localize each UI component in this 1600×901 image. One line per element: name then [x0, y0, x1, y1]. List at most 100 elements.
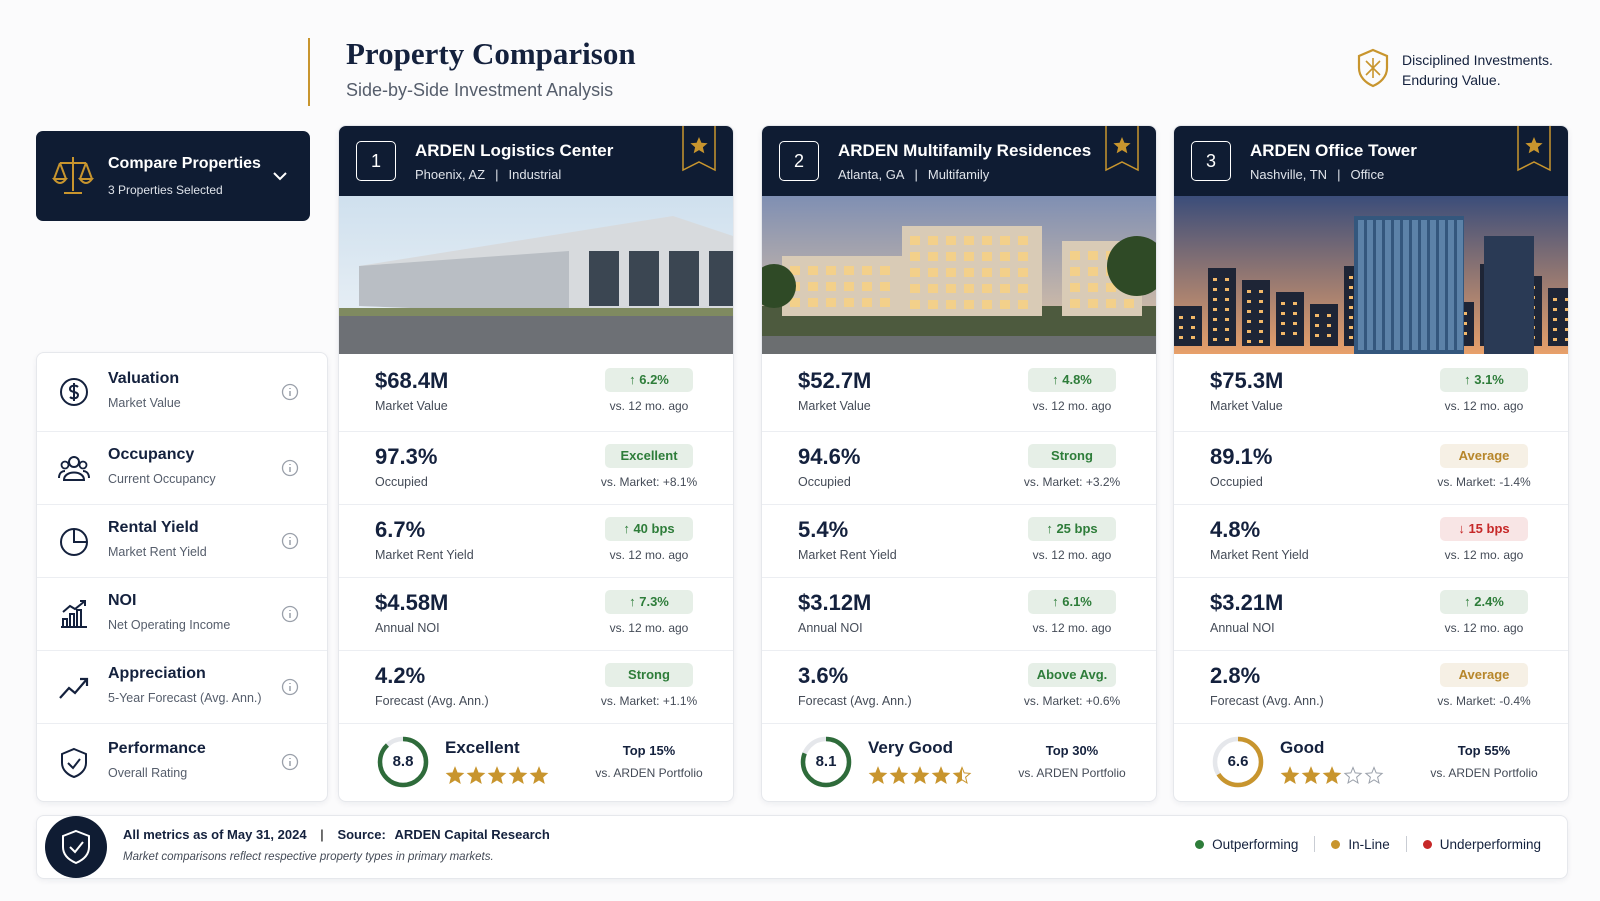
- metric-icon: [60, 527, 88, 556]
- location: Nashville, TN: [1250, 167, 1328, 182]
- metric-icon: [60, 378, 88, 406]
- property-type: Office: [1350, 167, 1385, 182]
- info-icon[interactable]: [281, 753, 299, 771]
- property-name: ARDEN Logistics Center: [415, 141, 614, 160]
- status-badge: Above Avg.: [1028, 662, 1116, 687]
- row-divider: [1174, 431, 1568, 432]
- metric-value: $52.7M: [798, 368, 872, 393]
- info-icon[interactable]: [281, 532, 299, 550]
- metric-desc: 5-Year Forecast (Avg. Ann.): [108, 690, 262, 705]
- status-badge: ↑ 40 bps: [605, 516, 693, 541]
- row-divider: [339, 723, 733, 724]
- metric-label: Forecast (Avg. Ann.): [375, 693, 489, 708]
- rating: Good: [1280, 738, 1325, 757]
- metric-label: Annual NOI: [375, 620, 440, 635]
- rank-note: vs. ARDEN Portfolio: [1018, 766, 1126, 780]
- performance-cell: 8.1 Very Good Top 30% vs. ARDEN Portfolio: [762, 723, 1156, 801]
- location: Phoenix, AZ: [415, 167, 486, 182]
- metric-cell: $68.4M Market Value ↑ 6.2% vs. 12 mo. ago: [339, 353, 733, 431]
- ring-arc: [377, 736, 429, 788]
- footer-note: Market comparisons reflect respective pr…: [123, 851, 494, 863]
- row-divider: [37, 577, 327, 578]
- performance-cell: 6.6 Good Top 55% vs. ARDEN Portfolio: [1174, 723, 1568, 801]
- footer-bar: All metrics as of May 31, 2024 | Source:…: [36, 815, 1568, 879]
- ring-arc: [800, 736, 852, 788]
- metric-row: Appreciation 5-Year Forecast (Avg. Ann.): [37, 650, 327, 723]
- star: [508, 766, 528, 784]
- property-photo: [339, 196, 733, 354]
- info-icon[interactable]: [281, 459, 299, 477]
- metric-value: 94.6%: [798, 443, 861, 469]
- legend-item: Underperforming: [1422, 836, 1541, 852]
- score-value: 8.1: [815, 753, 837, 770]
- property-meta: Nashville, TN | Office: [1250, 167, 1384, 182]
- legend-separator: [1405, 836, 1407, 852]
- comparison-note: vs. Market: +0.6%: [1023, 693, 1121, 708]
- row-divider: [37, 431, 327, 432]
- star: [487, 766, 507, 784]
- property-type: Industrial: [508, 167, 562, 182]
- metric-icon: [61, 599, 87, 628]
- status-badge: Excellent: [605, 443, 693, 468]
- rank: Top 55%: [1457, 743, 1511, 758]
- legend-label: Underperforming: [1439, 836, 1541, 852]
- property-meta: Atlanta, GA | Multifamily: [838, 167, 989, 182]
- star: [1280, 766, 1300, 784]
- star: [445, 766, 465, 784]
- metric-desc: Overall Rating: [108, 766, 188, 780]
- rank-note: vs. ARDEN Portfolio: [1430, 766, 1538, 780]
- rank: Top 30%: [1045, 743, 1099, 758]
- header-rule: [308, 38, 310, 106]
- metric-value: $3.21M: [1210, 589, 1284, 615]
- row-divider: [339, 650, 733, 651]
- row-divider: [37, 723, 327, 724]
- separator: |: [914, 167, 918, 182]
- comparison-note: vs. Market: +3.2%: [1023, 474, 1121, 489]
- metric-cell: 2.8% Forecast (Avg. Ann.) Average vs. Marke…: [1174, 650, 1568, 723]
- metric-icon: [58, 455, 90, 481]
- separator: |: [320, 827, 324, 842]
- comparison-note: vs. 12 mo. ago: [1444, 547, 1524, 562]
- metric-value: $68.4M: [375, 368, 449, 393]
- metric-cell: $3.21M Annual NOI ↑ 2.4% vs. 12 mo. ago: [1174, 577, 1568, 650]
- metric-name: Performance: [108, 740, 206, 757]
- metric-cell: 97.3% Occupied Excellent vs. Market: +8.1%: [339, 431, 733, 504]
- score-value: 6.6: [1227, 753, 1249, 770]
- bookmark[interactable]: [1516, 126, 1552, 174]
- row-divider: [762, 431, 1156, 432]
- metric-label: Market Rent Yield: [798, 547, 897, 562]
- legend-dot: [1422, 839, 1432, 849]
- bookmark[interactable]: [1104, 126, 1140, 174]
- property-card: 1 ARDEN Logistics Center Phoenix, AZ | Indus…: [338, 125, 734, 802]
- metric-label: Occupied: [1210, 474, 1263, 489]
- page-subtitle: Side-by-Side Investment Analysis: [346, 80, 614, 100]
- property-name: ARDEN Multifamily Residences: [838, 141, 1092, 160]
- info-icon[interactable]: [281, 383, 299, 401]
- row-divider: [339, 504, 733, 505]
- info-icon[interactable]: [281, 678, 299, 696]
- legend-separator: [1314, 836, 1316, 852]
- info-icon[interactable]: [281, 605, 299, 623]
- metric-icon: [61, 747, 87, 778]
- metric-value: 6.7%: [375, 516, 426, 542]
- location: Atlanta, GA: [838, 167, 905, 182]
- card-header: 3 ARDEN Office Tower Nashville, TN | Office: [1174, 126, 1568, 196]
- metric-desc: Market Value: [108, 396, 181, 410]
- star: [1364, 766, 1384, 784]
- metric-label: Occupied: [798, 474, 851, 489]
- row-divider: [37, 650, 327, 651]
- performance-cell: 8.8 Excellent Top 15% vs. ARDEN Portfolio: [339, 723, 733, 801]
- metric-row: NOI Net Operating Income: [37, 577, 327, 650]
- bookmark[interactable]: [681, 126, 717, 174]
- metric-label: Annual NOI: [1210, 620, 1275, 635]
- status-badge: Average: [1440, 662, 1528, 687]
- metric-cell: 6.7% Market Rent Yield ↑ 40 bps vs. 12 mo. …: [339, 504, 733, 577]
- tagline-line: Disciplined Investments.: [1402, 52, 1553, 68]
- compare-selector[interactable]: Compare Properties 3 Properties Selected: [36, 131, 310, 221]
- status-badge: ↑ 4.8%: [1028, 368, 1116, 392]
- score-value: 8.8: [392, 753, 414, 770]
- star-rating: [445, 766, 549, 784]
- star: [1322, 766, 1342, 784]
- row-divider: [762, 723, 1156, 724]
